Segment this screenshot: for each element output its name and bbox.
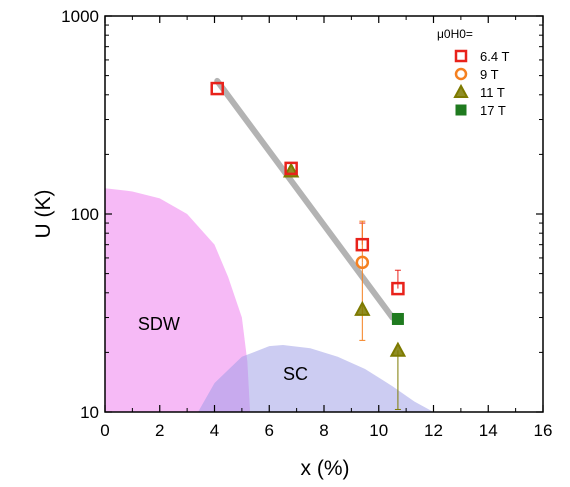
data-point-6-4-t [210, 81, 224, 96]
fit-line [214, 77, 396, 321]
y-tick-label: 100 [71, 205, 99, 224]
y-tick-label: 1000 [61, 7, 99, 26]
y-tick-label: 10 [80, 403, 99, 422]
legend-title: μ0H0= [437, 27, 473, 41]
legend-marker-9-t [454, 67, 468, 81]
x-axis-label: x (%) [301, 457, 350, 480]
legend-marker-17-t [455, 104, 467, 116]
data-point-9-t [355, 255, 370, 270]
legend-label: 9 T [480, 67, 499, 82]
x-tick-label: 6 [265, 421, 274, 440]
data-point-11-t [389, 341, 407, 357]
x-tick-label: 14 [479, 421, 498, 440]
phase-regions [105, 188, 434, 412]
x-tick-label: 0 [100, 421, 109, 440]
legend-label: 17 T [480, 103, 506, 118]
data-point-17-t [391, 312, 404, 325]
x-tick-label: 10 [369, 421, 388, 440]
region-label-sdw: SDW [138, 314, 180, 334]
legend-marker-6-4-t [454, 49, 468, 63]
fit-line-layer [214, 77, 396, 321]
legend-label: 11 T [480, 85, 505, 100]
region-label-sc: SC [283, 364, 308, 384]
x-tick-label: 12 [424, 421, 443, 440]
x-tick-label: 8 [319, 421, 328, 440]
data-points [210, 81, 407, 410]
x-tick-label: 2 [155, 421, 164, 440]
region-sc [198, 344, 434, 412]
data-point-6-4-t [391, 281, 405, 296]
x-tick-label: 4 [210, 421, 219, 440]
legend-label: 6.4 T [480, 49, 509, 64]
data-point-6-4-t [355, 237, 370, 252]
data-point-6-4-t [284, 161, 298, 176]
x-tick-label: 16 [534, 421, 553, 440]
legend: μ0H0= 6.4 T 9 T 11 T 17 T [437, 27, 509, 118]
data-point-11-t [354, 300, 371, 316]
legend-marker-11-t [453, 83, 469, 98]
axes: 0 2 4 6 8 10 12 14 16 10 100 1000 [61, 7, 552, 440]
region-sdw [105, 188, 251, 412]
y-axis-label: U (K) [32, 190, 55, 239]
